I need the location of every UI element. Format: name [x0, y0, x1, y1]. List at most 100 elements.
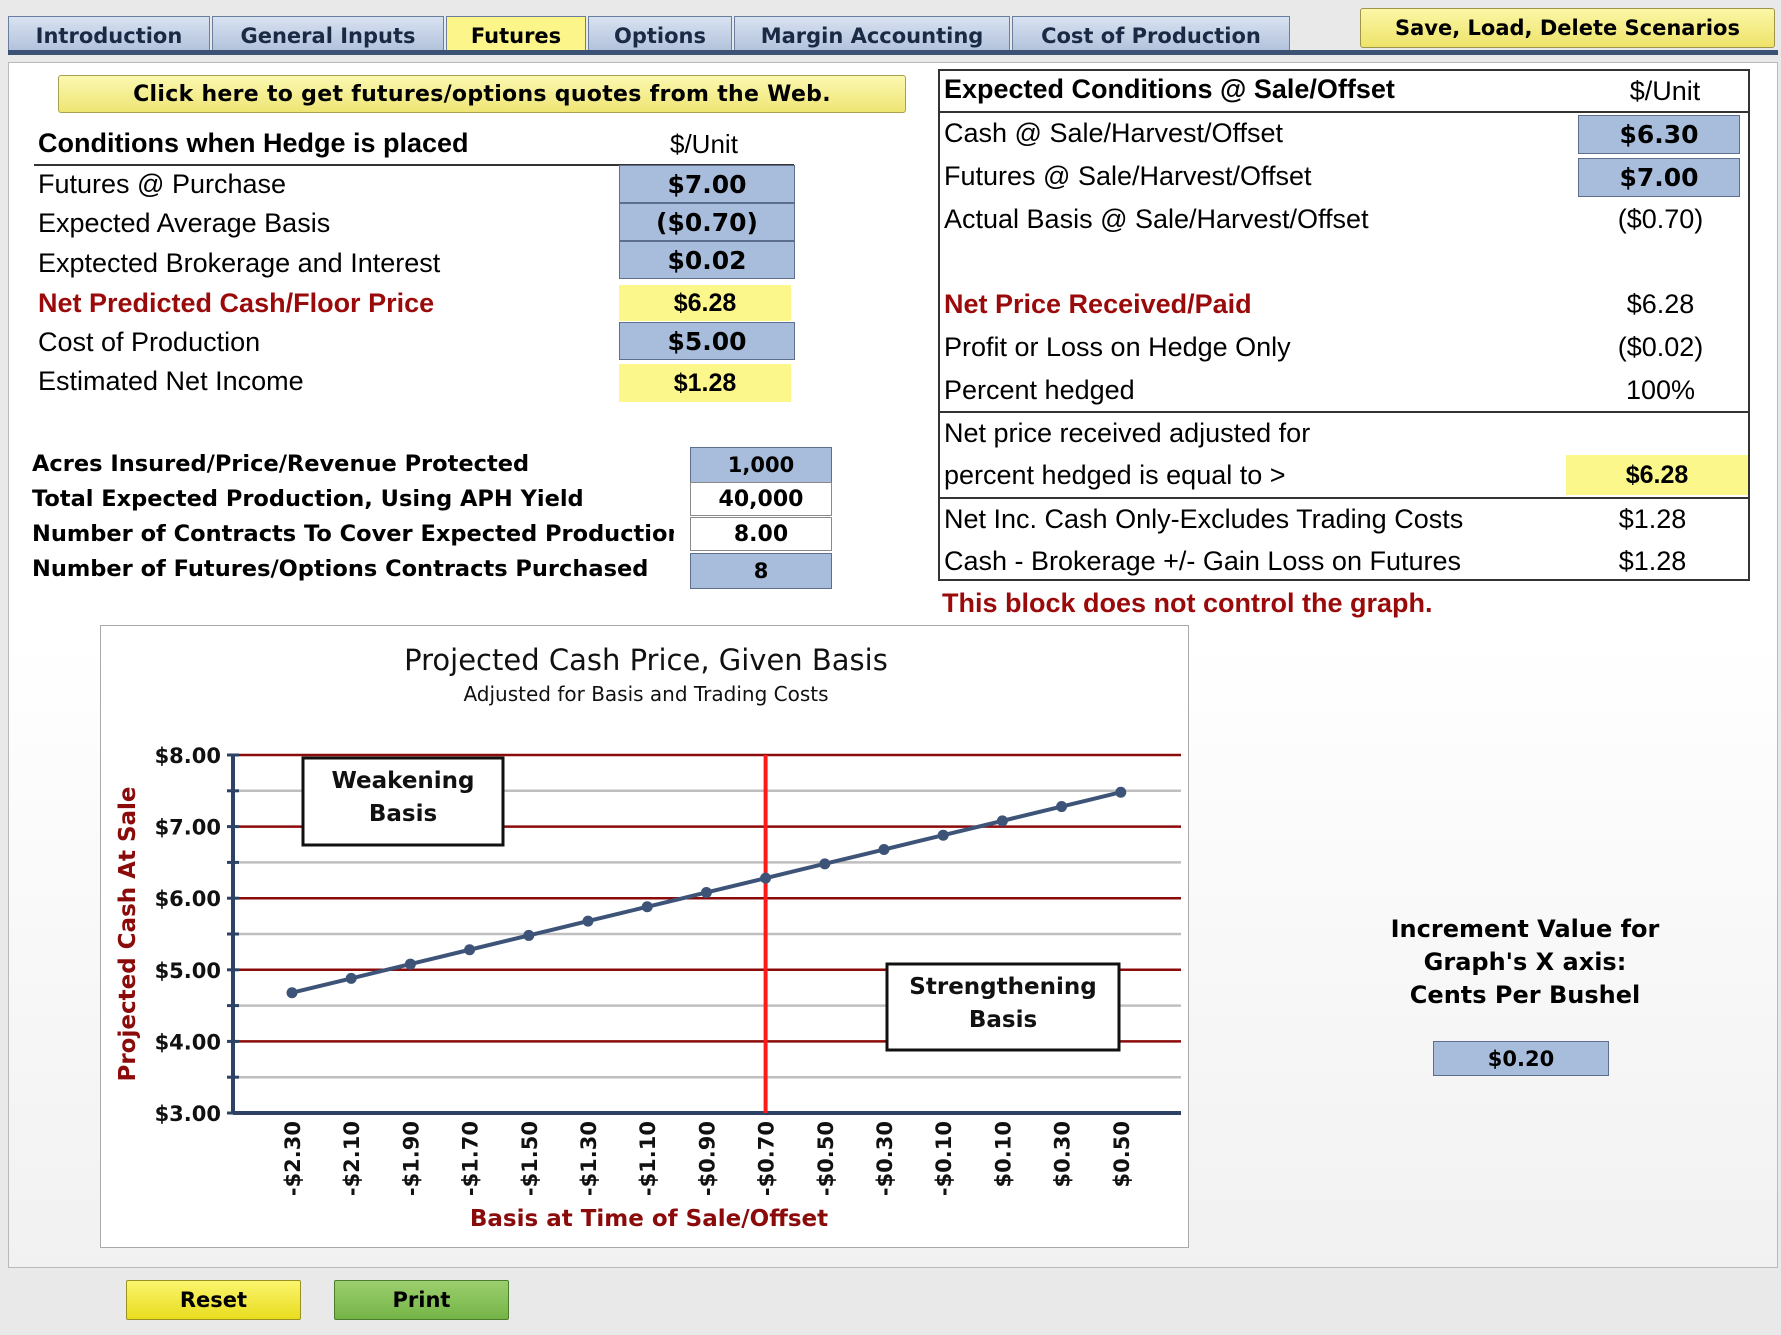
expected-conditions-box: Expected Conditions @ Sale/Offset $/Unit… [938, 69, 1750, 581]
x-tick-label: -$1.30 [577, 1121, 601, 1196]
futures-sale-input[interactable]: $7.00 [1578, 158, 1740, 197]
tab-introduction[interactable]: Introduction [8, 16, 210, 54]
adjusted-price-value: $6.28 [1566, 455, 1748, 495]
series-point [937, 829, 949, 841]
increment-value-input[interactable]: $0.20 [1433, 1041, 1609, 1076]
series-point [996, 815, 1008, 827]
x-tick-label: -$2.30 [281, 1121, 305, 1196]
expected-basis-label: Expected Average Basis [38, 208, 331, 238]
y-axis-title: Projected Cash At Sale [115, 786, 141, 1081]
chart-frame: Projected Cash Price, Given Basis Adjuste… [100, 625, 1189, 1248]
hedge-profit-loss-value: ($0.02) [1617, 332, 1704, 362]
increment-label-line3: Cents Per Bushel [1409, 981, 1641, 1009]
contracts-purchased-input[interactable]: 8 [690, 553, 832, 589]
hedge-profit-loss-label: Profit or Loss on Hedge Only [944, 332, 1291, 362]
series-point [819, 858, 831, 870]
net-price-received-value: $6.28 [1626, 289, 1695, 319]
y-tick-label: $3.00 [155, 1102, 221, 1126]
futures-purchase-input[interactable]: $7.00 [619, 165, 795, 203]
chart-title: Projected Cash Price, Given Basis [404, 643, 888, 677]
total-expected-production-value: 40,000 [690, 482, 832, 516]
cash-brokerage-gain-label: Cash - Brokerage +/- Gain Loss on Future… [944, 546, 1461, 576]
futures-purchase-label: Futures @ Purchase [38, 169, 287, 199]
tab-margin-accounting[interactable]: Margin Accounting [734, 16, 1010, 54]
hedge-heading-rule [34, 164, 794, 166]
series-point [582, 915, 594, 927]
tab-futures[interactable]: Futures [446, 16, 586, 54]
y-tick-label: $4.00 [155, 1030, 221, 1054]
y-tick-label: $6.00 [155, 887, 221, 911]
expected-unit-header: $/Unit [1629, 76, 1701, 106]
brokerage-interest-input[interactable]: $0.02 [619, 241, 795, 279]
net-predicted-price-value: $6.28 [619, 285, 791, 321]
adjusted-label-line1: Net price received adjusted for [944, 418, 1311, 448]
x-axis-title: Basis at Time of Sale/Offset [470, 1206, 828, 1232]
weakening-basis-annotation-text: Basis [369, 801, 437, 827]
projected-cash-chart: Projected Cash Price, Given Basis Adjuste… [115, 643, 1181, 1232]
strengthening-basis-annotation-text: Basis [969, 1007, 1037, 1033]
x-tick-label: -$1.50 [518, 1121, 542, 1196]
adjusted-rule-top [940, 411, 1748, 413]
percent-hedged-value: 100% [1625, 375, 1696, 405]
print-button[interactable]: Print [334, 1280, 509, 1320]
cost-of-production-input[interactable]: $5.00 [619, 322, 795, 360]
series-point [760, 872, 772, 884]
expected-basis-input[interactable]: ($0.70) [619, 203, 795, 241]
x-tick-label: -$0.10 [932, 1121, 956, 1196]
series-point [878, 844, 890, 856]
x-tick-label: $0.50 [1110, 1121, 1134, 1187]
tab-baseline [8, 50, 1778, 55]
series-point [464, 944, 476, 956]
actual-basis-label: Actual Basis @ Sale/Harvest/Offset [944, 204, 1369, 234]
series-point [286, 987, 298, 999]
net-income-cash-value: $1.28 [1618, 504, 1687, 534]
graph-note: This block does not control the graph. [942, 588, 1433, 618]
estimated-net-income-label: Estimated Net Income [38, 366, 304, 396]
contracts-purchased-label: Number of Futures/Options Contracts Purc… [32, 556, 649, 582]
cash-sale-input[interactable]: $6.30 [1578, 115, 1740, 154]
y-tick-label: $5.00 [155, 959, 221, 983]
contracts-to-cover-label: Number of Contracts To Cover Expected Pr… [32, 521, 674, 547]
x-tick-label: -$1.10 [636, 1121, 660, 1196]
weakening-basis-annotation-box [301, 756, 505, 847]
acres-insured-label: Acres Insured/Price/Revenue Protected [32, 451, 530, 477]
x-tick-label: -$2.10 [340, 1121, 364, 1196]
adjusted-rule-bottom [940, 497, 1748, 499]
increment-label-line1: Increment Value for [1390, 915, 1660, 943]
increment-label-line2: Graph's X axis: [1423, 948, 1627, 976]
total-expected-production-label: Total Expected Production, Using APH Yie… [32, 486, 584, 512]
series-point [1056, 801, 1068, 813]
hedge-heading: Conditions when Hedge is placed [38, 128, 469, 158]
y-tick-label: $8.00 [155, 744, 221, 768]
hedge-unit-header: $/Unit [670, 129, 738, 159]
x-tick-label: $0.30 [1051, 1121, 1075, 1187]
series-point [700, 886, 712, 898]
actual-basis-value: ($0.70) [1617, 204, 1704, 234]
strengthening-basis-annotation-box [885, 962, 1121, 1052]
x-tick-label: -$0.50 [814, 1121, 838, 1196]
contracts-to-cover-value: 8.00 [690, 517, 832, 551]
net-predicted-price-label: Net Predicted Cash/Floor Price [38, 288, 435, 318]
cash-brokerage-gain-value: $1.28 [1618, 546, 1687, 576]
expected-heading-rule [940, 111, 1748, 113]
web-quotes-button[interactable]: Click here to get futures/options quotes… [58, 75, 906, 113]
tab-cost-of-production[interactable]: Cost of Production [1012, 16, 1290, 54]
percent-hedged-label: Percent hedged [944, 375, 1135, 405]
futures-sale-label: Futures @ Sale/Harvest/Offset [944, 161, 1312, 191]
x-tick-label: -$0.30 [873, 1121, 897, 1196]
save-load-delete-scenarios-button[interactable]: Save, Load, Delete Scenarios [1360, 8, 1775, 48]
reset-button[interactable]: Reset [126, 1280, 301, 1320]
estimated-net-income-value: $1.28 [619, 364, 791, 402]
acres-insured-input[interactable]: 1,000 [690, 447, 832, 483]
tab-options[interactable]: Options [588, 16, 732, 54]
chart-subtitle: Adjusted for Basis and Trading Costs [463, 682, 828, 706]
x-tick-label: -$0.90 [695, 1121, 719, 1196]
cost-of-production-label: Cost of Production [38, 327, 261, 357]
x-tick-label: -$1.70 [459, 1121, 483, 1196]
series-point [345, 972, 357, 984]
cash-sale-label: Cash @ Sale/Harvest/Offset [944, 118, 1284, 148]
increment-label: Increment Value for Graph's X axis: Cent… [1370, 913, 1680, 1012]
brokerage-interest-label: Exptected Brokerage and Interest [38, 248, 441, 278]
tab-general-inputs[interactable]: General Inputs [212, 16, 444, 54]
y-tick-label: $7.00 [155, 816, 221, 840]
